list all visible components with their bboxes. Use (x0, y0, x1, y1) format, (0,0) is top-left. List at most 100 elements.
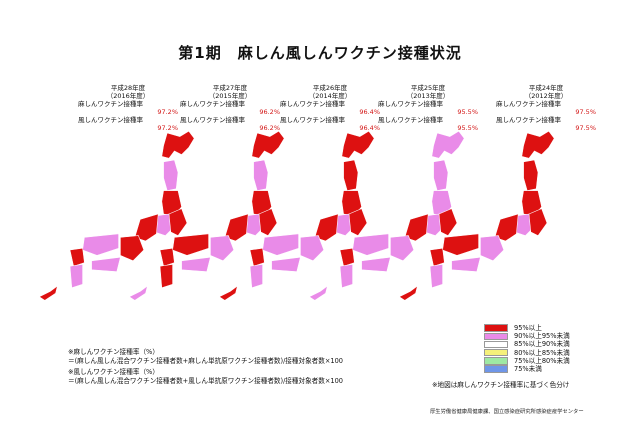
prefecture-kyushu-south (249, 264, 263, 289)
measles-rate-value: 97.5% (575, 108, 596, 116)
rubella-rate-label: 風しんワクチン接種率 (378, 116, 443, 124)
japan-map (398, 130, 555, 301)
measles-formula-text: ＝(麻しん風しん混合ワクチン接種者数+麻しん単抗原ワクチン接種者数)/接種対象者… (68, 356, 343, 365)
year-era: 平成26年度 (312, 84, 348, 92)
rubella-formula-title: ※風しんワクチン接種率（%） (68, 368, 159, 376)
prefecture-hokkaido (161, 130, 195, 159)
prefecture-tohoku-north (343, 159, 359, 191)
prefecture-shikoku (451, 256, 481, 272)
prefecture-okinawa (128, 285, 148, 301)
measles-rate-label: 麻しんワクチン接種率 (496, 100, 561, 108)
japan-map (38, 130, 195, 301)
rubella-rate-value: 97.2% (157, 124, 178, 132)
prefecture-okinawa (398, 285, 418, 301)
prefecture-kinki (300, 235, 325, 262)
prefecture-shikoku (361, 256, 391, 272)
legend-label: 80%以上85%未満 (514, 348, 570, 357)
year-block: 平成26年度 （2014年度） 麻しんワクチン接種率 96.4% 風しんワクチン接種率 9… (280, 84, 380, 132)
legend-item: 95%以上 (484, 324, 570, 332)
japan-map (218, 130, 375, 301)
rubella-rate-label: 風しんワクチン接種率 (496, 116, 561, 124)
prefecture-chubu (224, 213, 249, 242)
legend-swatch (484, 348, 508, 357)
measles-rate-value: 95.5% (457, 108, 478, 116)
prefecture-kanto (438, 208, 458, 236)
year-era: 平成25年度 (410, 84, 446, 92)
legend-swatch (484, 365, 508, 373)
prefecture-shikoku (181, 256, 211, 272)
prefecture-kyushu-south (429, 264, 443, 289)
legend-label: 75%以上80%未満 (514, 356, 570, 365)
prefecture-kyushu-south (69, 264, 83, 289)
year-block: 平成28年度 （2016年度） 麻しんワクチン接種率 97.2% 風しんワクチン接種率 9… (78, 84, 178, 132)
rubella-rate-value: 97.5% (575, 124, 596, 132)
prefecture-chugoku (442, 233, 479, 256)
year-western: （2016年度） (106, 92, 150, 100)
legend-item: 75%以上80%未満 (484, 357, 570, 365)
measles-rate-label: 麻しんワクチン接種率 (180, 100, 245, 108)
prefecture-hokkaido (341, 130, 375, 159)
japan-map (128, 130, 285, 301)
prefecture-kyushu-north (339, 247, 355, 267)
prefecture-shikoku (271, 256, 301, 272)
legend-swatch (484, 357, 508, 365)
rubella-formula: ※風しんワクチン接種率（%） ＝(麻しん風しん混合ワクチン接種者数+風しん単抗原… (68, 368, 343, 385)
prefecture-tohoku-north (433, 159, 449, 191)
rubella-rate-value: 95.5% (457, 124, 478, 132)
prefecture-okinawa (38, 285, 58, 301)
prefecture-kinki (120, 235, 145, 262)
rubella-rate-label: 風しんワクチン接種率 (280, 116, 345, 124)
rubella-rate-label: 風しんワクチン接種率 (78, 116, 143, 124)
prefecture-kinki (390, 235, 415, 262)
prefecture-chugoku (82, 233, 119, 256)
prefecture-kinki (210, 235, 235, 262)
year-block: 平成25年度 （2013年度） 麻しんワクチン接種率 95.5% 風しんワクチン接種率 9… (378, 84, 478, 132)
year-block: 平成27年度 （2015年度） 麻しんワクチン接種率 96.2% 風しんワクチン接種率 9… (180, 84, 280, 132)
prefecture-chubu (404, 213, 429, 242)
rubella-rate-value: 96.4% (359, 124, 380, 132)
measles-formula-title: ※麻しんワクチン接種率（%） (68, 348, 159, 356)
legend-item: 75%未満 (484, 365, 570, 373)
prefecture-okinawa (308, 285, 328, 301)
legend-swatch (484, 340, 508, 349)
rubella-formula-text: ＝(麻しん風しん混合ワクチン接種者数+風しん単抗原ワクチン接種者数)/接種対象者… (68, 376, 343, 385)
prefecture-kanto (258, 208, 278, 236)
measles-rate-label: 麻しんワクチン接種率 (78, 100, 143, 108)
rubella-rate-label: 風しんワクチン接種率 (180, 116, 245, 124)
year-era: 平成24年度 (528, 84, 564, 92)
prefecture-kyushu-south (159, 264, 173, 289)
legend-swatch (484, 324, 508, 332)
measles-rate-value: 97.2% (157, 108, 178, 116)
prefecture-kyushu-north (249, 247, 265, 267)
measles-rate-value: 96.2% (259, 108, 280, 116)
year-block: 平成24年度 （2012年度） 麻しんワクチン接種率 97.5% 風しんワクチン接種率 9… (496, 84, 596, 132)
source-credit: 厚生労働省健康局健康課、国立感染症研究所感染症疫学センター (430, 409, 584, 415)
prefecture-chugoku (172, 233, 209, 256)
prefecture-chubu (134, 213, 159, 242)
measles-rate-value: 96.4% (359, 108, 380, 116)
prefecture-chubu (314, 213, 339, 242)
year-era: 平成27年度 (212, 84, 248, 92)
prefecture-chubu (494, 213, 519, 242)
legend-item: 85%以上90%未満 (484, 340, 570, 348)
measles-formula: ※麻しんワクチン接種率（%） ＝(麻しん風しん混合ワクチン接種者数+麻しん単抗原… (68, 348, 343, 365)
year-western: （2015年度） (208, 92, 252, 100)
legend-label: 90%以上95%未満 (514, 332, 570, 341)
legend-item: 90%以上95%未満 (484, 332, 570, 340)
prefecture-kanto (348, 208, 368, 236)
rubella-rate-value: 96.2% (259, 124, 280, 132)
legend-label: 95%以上 (514, 324, 542, 332)
prefecture-chugoku (352, 233, 389, 256)
prefecture-tohoku-north (163, 159, 179, 191)
page-title: 第1期 麻しん風しんワクチン接種状況 (178, 44, 462, 62)
prefecture-kanto (168, 208, 188, 236)
legend-swatch (484, 332, 508, 341)
measles-rate-label: 麻しんワクチン接種率 (378, 100, 443, 108)
map-note: ※地図は麻しんワクチン接種率に基づく色分け (432, 381, 570, 389)
japan-map (308, 130, 465, 301)
year-western: （2012年度） (524, 92, 568, 100)
prefecture-hokkaido (431, 130, 465, 159)
prefecture-tohoku-north (253, 159, 269, 191)
prefecture-kanto (528, 208, 548, 236)
